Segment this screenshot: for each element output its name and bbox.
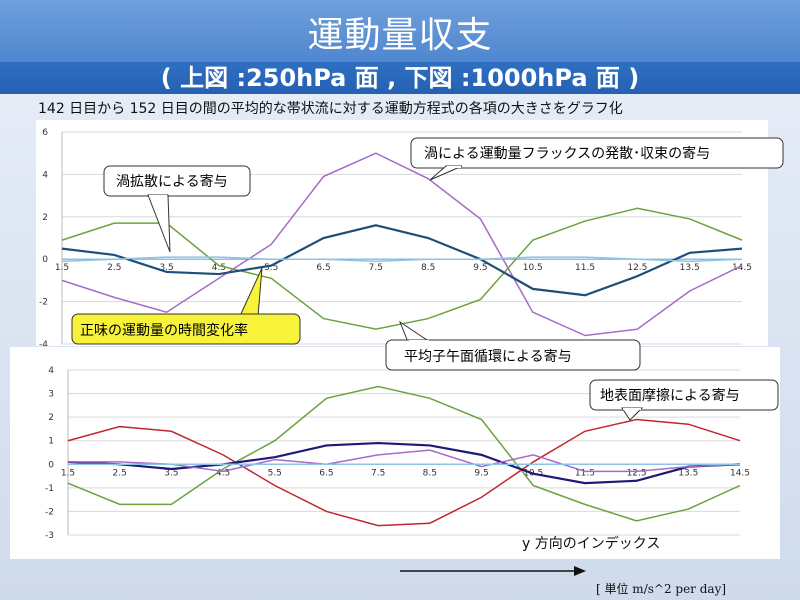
bottom-chart-x-tick-label: 8.5	[423, 468, 437, 478]
bottom-chart-x-tick-label: 14.5	[730, 468, 750, 478]
unit-label: [ 単位 m/s^2 per day]	[596, 580, 726, 597]
bottom-chart-y-tick-label: -3	[45, 531, 54, 541]
bottom-chart-x-tick-label: 7.5	[371, 468, 385, 478]
top-chart-y-tick-label: 0	[42, 255, 48, 265]
top-chart-x-tick-label: 7.5	[369, 263, 383, 273]
bottom-chart-x-tick-label: 5.5	[268, 468, 282, 478]
bottom-chart-x-tick-label: 12.5	[627, 468, 647, 478]
bottom-chart-y-tick-label: 0	[48, 460, 54, 470]
top-chart-y-tick-label: 2	[42, 213, 48, 223]
top-chart-y-tick-label: 4	[42, 170, 48, 180]
bottom-chart-y-tick-label: -1	[45, 484, 54, 494]
bottom-chart-y-tick-label: 1	[48, 437, 54, 447]
top-chart-x-tick-label: 12.5	[627, 263, 647, 273]
slide-subtitle: ( 上図 :250hPa 面 , 下図 :1000hPa 面 )	[0, 62, 800, 94]
top-chart-y-tick-label: -4	[39, 340, 48, 346]
bottom-chart-series-green	[68, 387, 740, 521]
bottom-chart-y-tick-label: 4	[48, 366, 54, 376]
slide-description: 142 日目から 152 日目の間の平均的な帯状流に対する運動方程式の各項の大き…	[38, 98, 623, 118]
bottom-chart-x-tick-label: 6.5	[319, 468, 333, 478]
top-chart-x-tick-label: 13.5	[680, 263, 700, 273]
top-chart-series-purple	[62, 153, 742, 335]
top-chart-x-tick-label: 9.5	[473, 263, 487, 273]
direction-arrow	[400, 566, 586, 576]
top-chart-x-tick-label: 1.5	[55, 263, 69, 273]
top-chart-x-tick-label: 2.5	[107, 263, 121, 273]
slide-title: 運動量収支	[0, 6, 800, 58]
bottom-chart-y-tick-label: 3	[48, 390, 54, 400]
top-chart-x-tick-label: 8.5	[421, 263, 435, 273]
bottom-chart-x-tick-label: 9.5	[474, 468, 488, 478]
x-axis-caption: y 方向のインデックス	[522, 533, 660, 553]
top-chart-x-tick-label: 10.5	[523, 263, 543, 273]
top-chart-y-tick-label: 6	[42, 128, 48, 138]
bottom-chart-x-tick-label: 2.5	[113, 468, 127, 478]
bottom-chart-y-tick-label: -2	[45, 507, 54, 517]
top-chart-x-tick-label: 6.5	[316, 263, 330, 273]
bottom-chart-x-tick-label: 1.5	[61, 468, 75, 478]
bottom-chart-x-tick-label: 13.5	[678, 468, 698, 478]
chart-panel-top: -4 -2 0 2 4 6 1.5 2.5 3.5 4.5 5.5 6.5 7.5 8.5 9.5 10.5 1…	[36, 120, 768, 346]
chart-panel-bottom: -3 -2 -1 0 1 2 3 4 1.5 2.5 3.5 4.5 5.5 6.5 7.5 8.5 9.5 10…	[10, 347, 780, 559]
top-chart-x-tick-label: 11.5	[575, 263, 595, 273]
top-chart-y-tick-label: -2	[39, 298, 48, 308]
bottom-chart-y-tick-label: 2	[48, 413, 54, 423]
